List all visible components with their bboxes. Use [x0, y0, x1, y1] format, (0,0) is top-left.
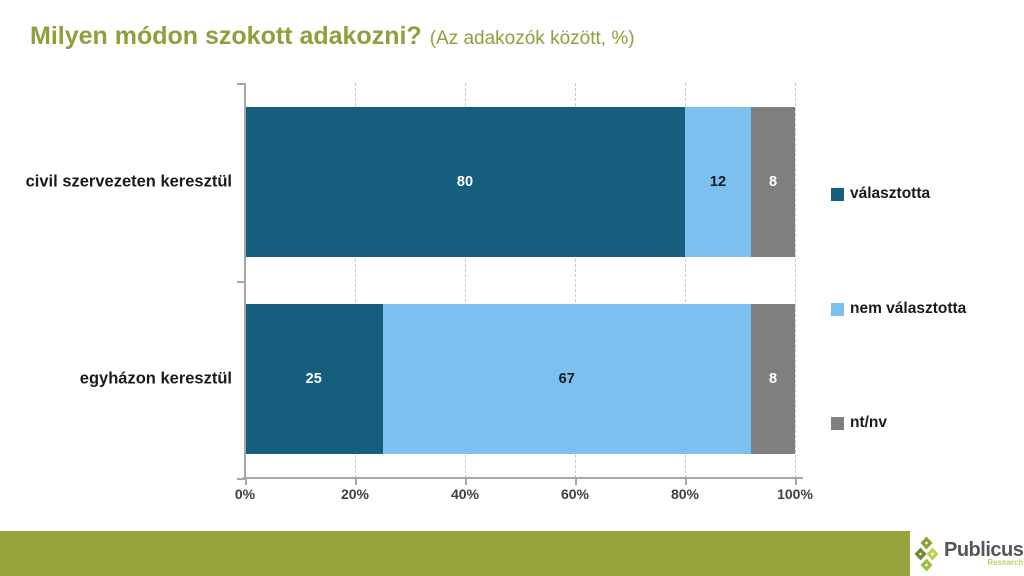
value-axis-tick-60%: [575, 479, 577, 485]
bar-value-label: 8: [768, 173, 778, 190]
page-title: Milyen módon szokott adakozni? (Az adakoz…: [30, 22, 635, 51]
value-axis-label-20%: 20%: [340, 486, 370, 502]
legend-swatch-nem-v-lasztotta: [831, 302, 844, 316]
publicus-logo-text: Publicus Research: [944, 539, 1024, 567]
publicus-logo: Publicus Research: [914, 531, 1024, 576]
value-axis-label-40%: 40%: [450, 486, 480, 502]
value-axis-tick-0%: [245, 479, 247, 485]
page-title-subtitle: (Az adakozók között, %): [429, 28, 635, 49]
value-axis-tick-100%: [795, 479, 797, 485]
gridline-80%: [685, 83, 686, 478]
value-axis-tick-20%: [355, 479, 357, 485]
legend-swatch-v-lasztotta: [831, 187, 844, 201]
category-axis-tick: [237, 280, 245, 283]
value-axis-label-100%: 100%: [777, 486, 813, 502]
bar-segment-v-lasztotta-egyh-zon-kereszt-l: 25: [245, 304, 383, 455]
bar-value-label: 80: [456, 173, 474, 190]
bar-segment-nem-v-lasztotta-egyh-zon-kereszt-l: 67: [382, 304, 751, 455]
category-axis-tick: [237, 83, 245, 85]
value-axis-label-60%: 60%: [560, 486, 590, 502]
footer-accent-bar: [0, 531, 910, 576]
gridline-60%: [575, 83, 576, 478]
page-title-main: Milyen módon szokott adakozni?: [30, 22, 422, 50]
category-label-egyh-zon-kereszt-l: egyházon keresztül: [79, 369, 232, 388]
brand-subtitle: Research: [987, 558, 1024, 567]
gridline-100%: [795, 83, 796, 478]
legend-swatch-nt-nv: [831, 416, 844, 430]
legend-label-nt-nv: nt/nv: [850, 414, 888, 431]
gridline-40%: [465, 83, 466, 478]
publicus-logo-icon: [914, 536, 939, 571]
brand-name: Publicus: [944, 539, 1024, 561]
bar-value-label: 67: [558, 371, 575, 388]
value-axis-tick-80%: [685, 479, 687, 485]
bar-segment-nt-nv-civil-szervezeten-kereszt-l: 8: [751, 106, 795, 257]
value-axis-label-0%: 0%: [234, 486, 256, 502]
legend-label-v-lasztotta: választotta: [850, 185, 931, 202]
category-axis-tick: [237, 478, 245, 480]
legend-item-nt-nv: nt/nv: [831, 414, 887, 432]
value-axis-tick-40%: [465, 479, 467, 485]
bar-segment-nt-nv-egyh-zon-kereszt-l: 8: [751, 304, 795, 455]
bar-value-label: 25: [305, 371, 322, 388]
category-label-civil-szervezeten-kereszt-l: civil szervezeten keresztül: [25, 172, 232, 191]
value-axis-label-80%: 80%: [670, 486, 700, 502]
value-axis-line: [243, 477, 803, 479]
gridline-20%: [355, 83, 356, 478]
bar-segment-v-lasztotta-civil-szervezeten-kereszt-l: 80: [245, 106, 685, 257]
legend-label-nem-v-lasztotta: nem választotta: [850, 300, 967, 317]
bar-value-label: 12: [709, 173, 727, 190]
legend-item-nem-v-lasztotta: nem választotta: [831, 300, 966, 318]
bar-value-label: 8: [768, 371, 778, 388]
stacked-bar-plot-area: 80 12 8 25 67 8: [245, 83, 795, 478]
category-axis-line: [244, 83, 246, 478]
legend-item-v-lasztotta: választotta: [831, 185, 930, 203]
bar-segment-nem-v-lasztotta-civil-szervezeten-kereszt-l: 12: [685, 106, 751, 257]
